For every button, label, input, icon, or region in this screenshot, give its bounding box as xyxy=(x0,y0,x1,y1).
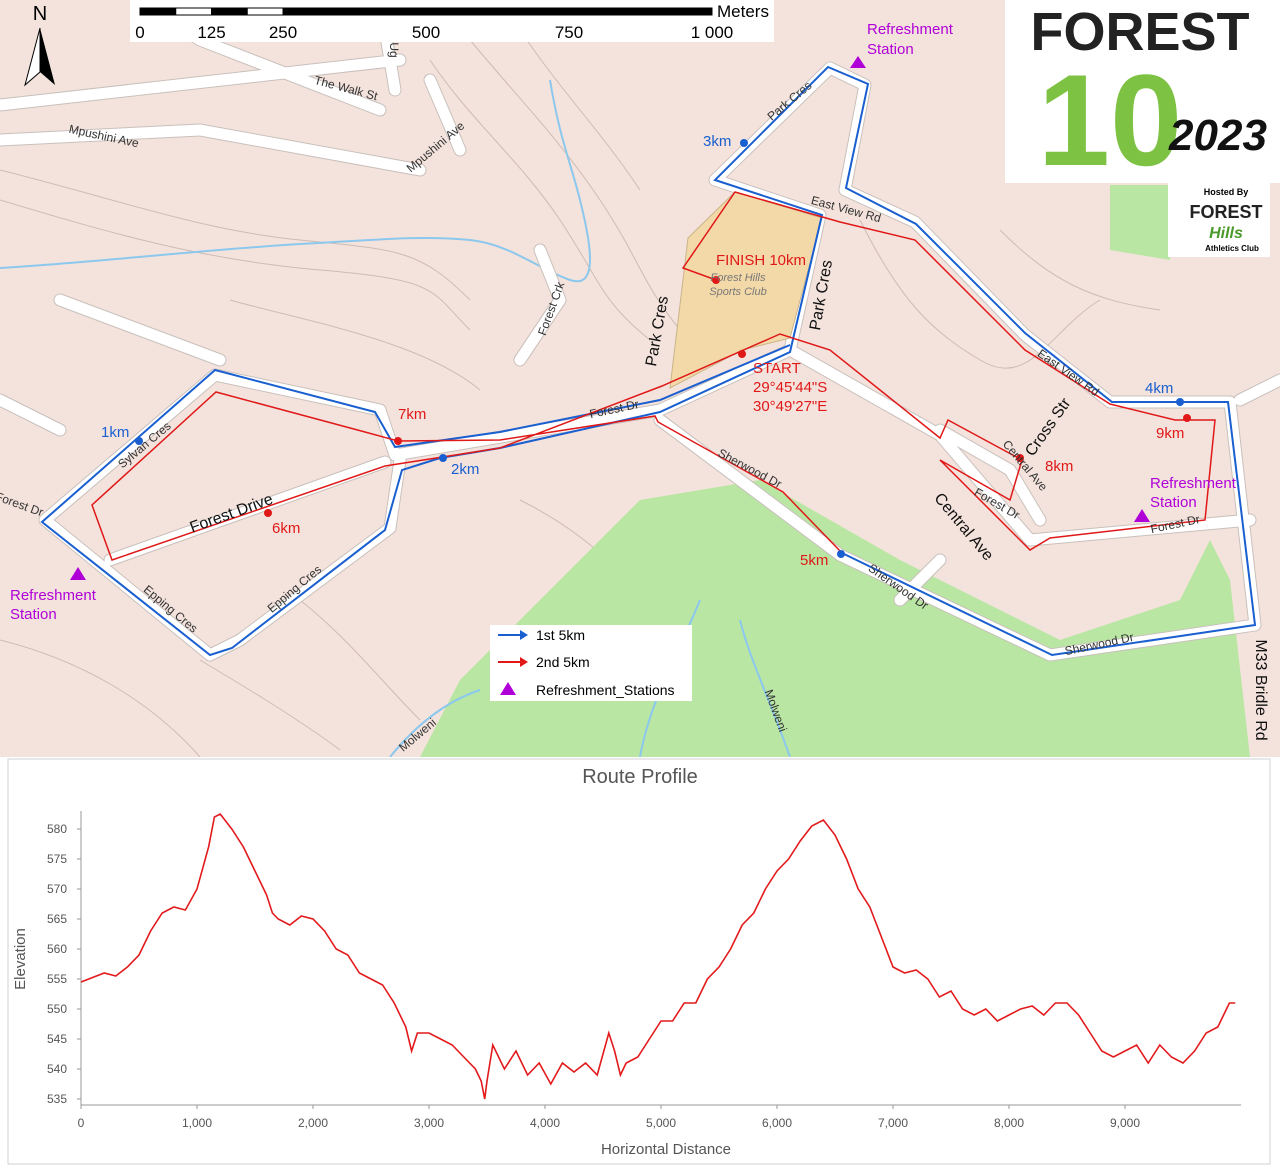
north-arrow: N xyxy=(24,3,55,87)
legend: 1st 5km 2nd 5km Refreshment_Stations xyxy=(490,625,692,701)
roads xyxy=(0,0,1280,662)
km-markers: 1km 2km 3km 4km 5km 6km 7km 8km 9km xyxy=(101,133,1184,569)
green-area xyxy=(1110,185,1170,260)
scale-segment xyxy=(425,7,570,16)
station-label: Station xyxy=(10,606,57,623)
y-tick-label: 570 xyxy=(47,882,67,896)
x-tick-label: 9,000 xyxy=(1110,1116,1140,1130)
start-lon: 30°49'27"E xyxy=(753,398,827,415)
y-tick-label: 540 xyxy=(47,1062,67,1076)
km-label: 2km xyxy=(451,461,479,478)
km-label: 4km xyxy=(1145,380,1173,397)
scale-tick-label: 500 xyxy=(412,23,440,42)
venue-label: Sports Club xyxy=(709,286,766,298)
legend-swatch xyxy=(520,657,528,667)
route-arrows xyxy=(135,139,1191,558)
logo-title: FOREST xyxy=(1030,2,1249,62)
y-tick-label: 535 xyxy=(47,1092,67,1106)
legend-label: Refreshment_Stations xyxy=(536,682,675,698)
station-label: Refreshment xyxy=(1150,475,1237,492)
station-label: Refreshment xyxy=(867,21,954,38)
logo: FOREST 10 2023 Hosted By FOREST Hills At… xyxy=(1005,0,1280,257)
y-tick-label: 575 xyxy=(47,852,67,866)
scale-tick-label: 250 xyxy=(269,23,297,42)
route-map: The Walk St Mpushini Ave Mpushini Ave Ug… xyxy=(0,0,1280,757)
scale-segment xyxy=(568,7,713,16)
x-tick-label: 6,000 xyxy=(762,1116,792,1130)
y-tick-label: 565 xyxy=(47,912,67,926)
contours xyxy=(0,29,1161,757)
km-label: 9km xyxy=(1156,425,1184,442)
y-tick-label: 545 xyxy=(47,1032,67,1046)
km-label: 1km xyxy=(101,424,129,441)
club-sub: Athletics Club xyxy=(1205,244,1259,253)
route-profile-chart: Route Profile Horizontal Distance Elevat… xyxy=(7,758,1271,1165)
scale-tick-label: 0 xyxy=(135,23,144,42)
km-label: 8km xyxy=(1045,458,1073,475)
km-label: 6km xyxy=(272,520,300,537)
km-label: 3km xyxy=(703,133,731,150)
y-tick-label: 550 xyxy=(47,1002,67,1016)
scale-tick-label: 1 000 xyxy=(691,23,734,42)
refreshment-labels: Refreshment Station Refreshment Station … xyxy=(10,21,1237,623)
station-label: Station xyxy=(1150,494,1197,511)
scale-segment xyxy=(139,7,177,16)
x-tick-label: 8,000 xyxy=(994,1116,1024,1130)
scale-bar: Meters 0 125 250 500 750 1 000 xyxy=(130,0,774,42)
x-axis-label: Horizontal Distance xyxy=(601,1141,731,1158)
y-axis-label: Elevation xyxy=(12,928,29,990)
elevation-line xyxy=(80,812,1236,1100)
y-tick-label: 560 xyxy=(47,942,67,956)
scale-tick-label: 125 xyxy=(197,23,225,42)
y-tick-label: 555 xyxy=(47,972,67,986)
scale-segment xyxy=(175,7,212,16)
club-name: FOREST xyxy=(1189,202,1262,222)
x-tick-label: 1,000 xyxy=(182,1116,212,1130)
logo-year: 2023 xyxy=(1168,111,1267,160)
start-lat: 29°45'44"S xyxy=(753,379,827,396)
logo-number: 10 xyxy=(1038,47,1183,193)
hosted-by: Hosted By xyxy=(1204,187,1249,197)
start-label: START xyxy=(753,360,801,377)
route-second-5km xyxy=(91,191,1216,561)
x-tick-label: 2,000 xyxy=(298,1116,328,1130)
x-tick-label: 4,000 xyxy=(530,1116,560,1130)
scale-tick-label: 750 xyxy=(555,23,583,42)
x-tick-label: 5,000 xyxy=(646,1116,676,1130)
chart-title: Route Profile xyxy=(582,766,698,788)
legend-label: 2nd 5km xyxy=(536,654,590,670)
club-name: Hills xyxy=(1209,225,1243,242)
venue-label: Forest Hills xyxy=(710,272,766,284)
legend-swatch xyxy=(520,630,528,640)
km-label: 5km xyxy=(800,552,828,569)
north-label: N xyxy=(33,3,47,25)
x-tick-label: 7,000 xyxy=(878,1116,908,1130)
station-label: Station xyxy=(867,41,914,58)
scale-bar-bg xyxy=(130,0,774,42)
finish-label: FINISH 10km xyxy=(716,252,806,269)
refreshment-markers xyxy=(70,56,1150,580)
scale-segment xyxy=(211,7,248,16)
street-label: M33 Bridle Rd xyxy=(1252,639,1269,740)
logo-bg xyxy=(1005,0,1280,183)
y-tick-label: 580 xyxy=(47,822,67,836)
station-label: Refreshment xyxy=(10,587,97,604)
chart-frame xyxy=(7,758,1271,1165)
scale-unit: Meters xyxy=(717,2,769,21)
legend-label: 1st 5km xyxy=(536,627,585,643)
route-first-5km xyxy=(40,65,1257,657)
club-logo-bg xyxy=(1168,183,1270,257)
scale-segment xyxy=(246,7,284,16)
km-label: 7km xyxy=(398,406,426,423)
legend-swatch xyxy=(500,682,516,695)
street-label: Ug xyxy=(387,42,401,57)
scale-segment xyxy=(282,7,427,16)
x-tick-label: 0 xyxy=(78,1116,85,1130)
x-tick-label: 3,000 xyxy=(414,1116,444,1130)
